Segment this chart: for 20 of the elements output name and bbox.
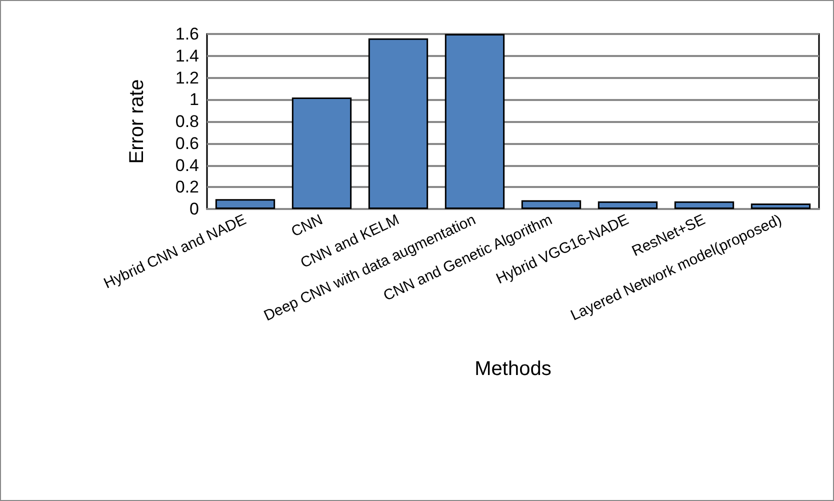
y-tick-label: 0.2 xyxy=(175,178,199,197)
y-tick-label: 1.2 xyxy=(175,68,199,88)
y-tick-label: 0.6 xyxy=(175,134,199,153)
y-tick-label: 1.4 xyxy=(175,46,199,66)
x-tick-label: CNN xyxy=(288,211,326,240)
bar xyxy=(750,204,811,209)
y-tick-label: 0.4 xyxy=(175,156,199,175)
bar xyxy=(368,38,428,209)
bar xyxy=(215,199,276,209)
y-tick-label: 0 xyxy=(190,200,199,218)
bar xyxy=(598,201,658,209)
x-axis-title: Methods xyxy=(474,358,552,380)
bar xyxy=(292,97,352,209)
y-tick-label: 1.6 xyxy=(175,24,199,44)
y-axis-title: Error rate xyxy=(126,79,148,164)
bar xyxy=(444,34,505,209)
y-tick-label: 0.8 xyxy=(175,112,199,131)
y-tick-label: 1 xyxy=(190,90,199,110)
bar xyxy=(521,200,582,209)
bar xyxy=(674,201,734,209)
